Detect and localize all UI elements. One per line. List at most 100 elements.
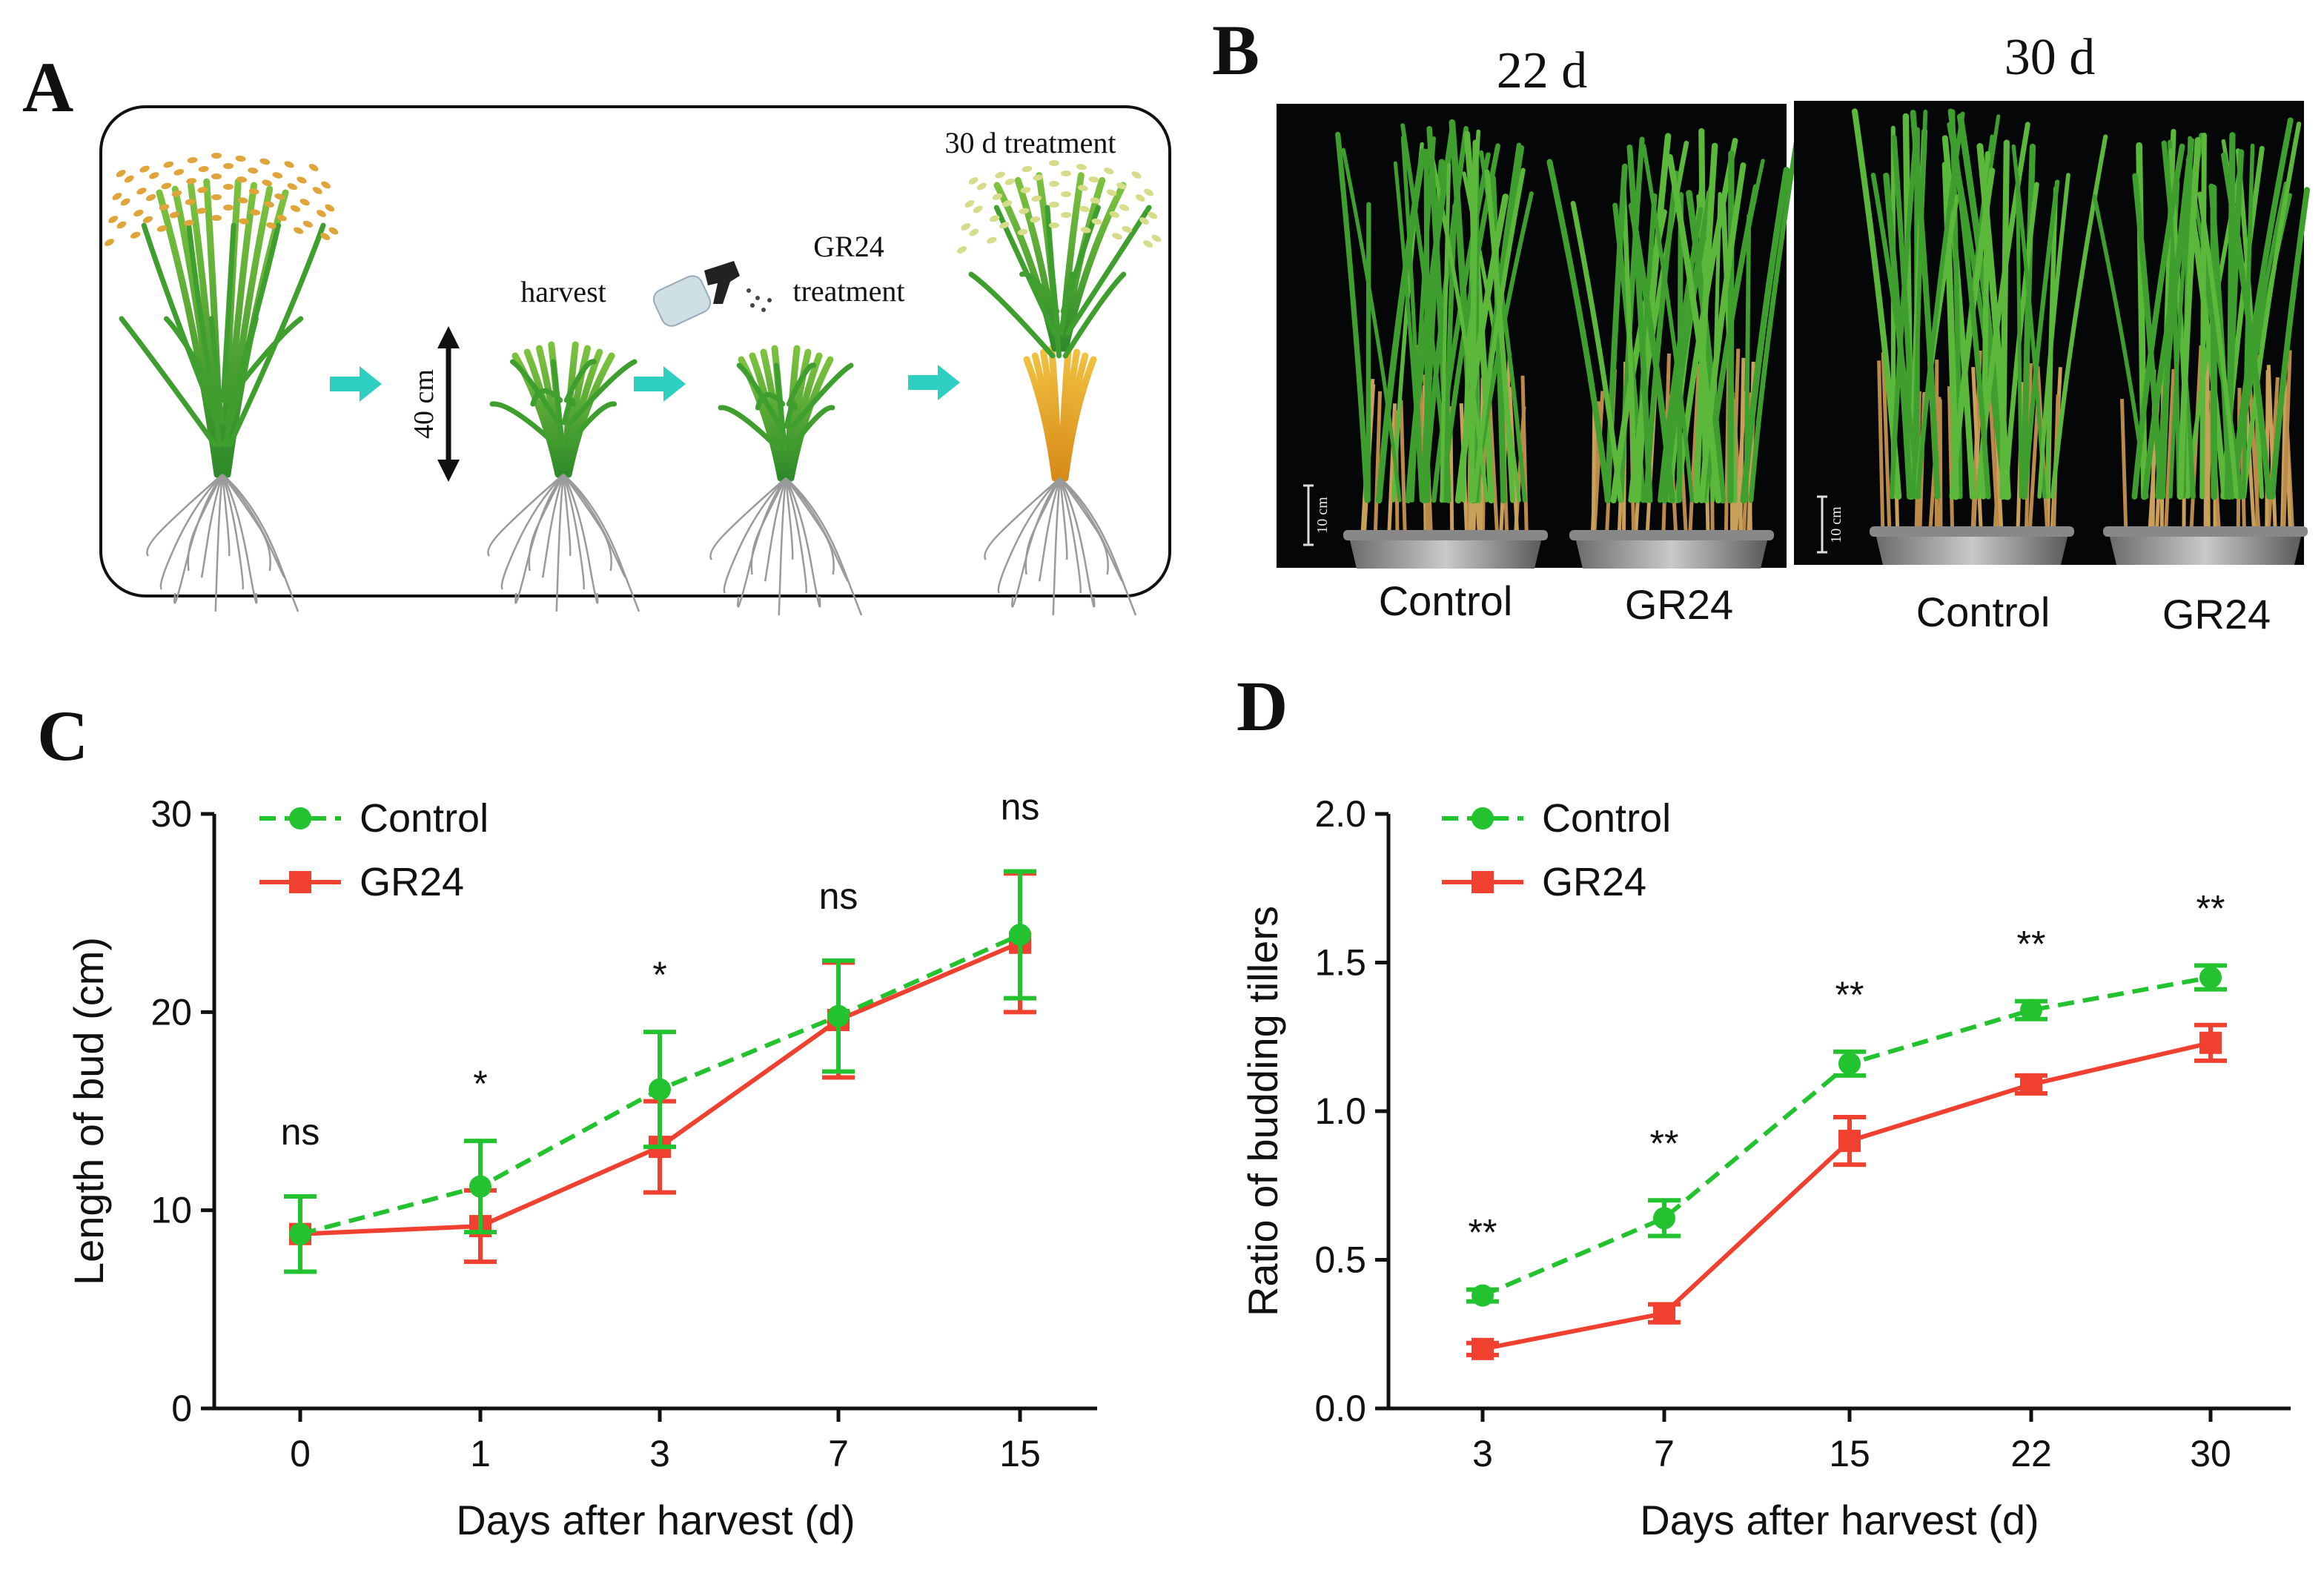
rice-leaf — [2197, 191, 2239, 500]
rice-leaf — [1375, 148, 1426, 504]
grain — [1079, 205, 1090, 213]
panel-c: C 0 10 20 30 0 1 3 7 15 Days after harvest (d) Len… — [37, 696, 1097, 1543]
grain — [223, 184, 234, 190]
chart-c-series-control-point — [469, 1175, 491, 1198]
leaf — [225, 316, 304, 403]
chart-d-series-gr24-point — [1838, 1130, 1861, 1153]
chart-d-series-gr24-point — [2199, 1031, 2222, 1054]
grain — [308, 164, 319, 171]
grain — [1091, 218, 1102, 225]
chart-c-legend-marker — [289, 871, 311, 893]
root — [563, 474, 640, 612]
grain — [124, 175, 134, 183]
leaf — [208, 316, 225, 425]
leaf — [227, 222, 326, 448]
straw-stem — [2163, 368, 2176, 542]
panel-c-letter: C — [37, 696, 88, 775]
root — [709, 477, 787, 560]
grain — [211, 194, 222, 200]
grain — [297, 176, 307, 184]
rice-leaf — [1341, 148, 1402, 503]
leaf — [568, 359, 638, 425]
grain — [1030, 216, 1041, 223]
grain — [277, 214, 287, 222]
rice-leaf — [1440, 162, 1451, 503]
straw-stem — [2266, 365, 2278, 542]
root — [201, 474, 224, 578]
grain — [211, 173, 222, 179]
rice-leaf — [1676, 191, 1684, 503]
root — [1059, 477, 1136, 616]
arrow-right-icon — [634, 366, 686, 402]
spray-bottle-icon — [652, 261, 772, 327]
rice-leaf — [2176, 136, 2201, 500]
chart-c: 0 10 20 30 0 1 3 7 15 Days after harvest (d) Lengt… — [65, 786, 1097, 1543]
leaf — [968, 271, 1056, 359]
root — [528, 474, 565, 572]
leaf — [1045, 205, 1062, 359]
rice-leaf — [1727, 150, 1735, 504]
leaf — [186, 222, 223, 448]
rice-leaf — [2155, 153, 2192, 500]
grain — [999, 222, 1010, 229]
grain — [1112, 233, 1122, 240]
chart-c-series-control-point — [827, 1004, 850, 1027]
group-label-control-30d: Control — [1916, 589, 2050, 635]
chart-c-legend-label: GR24 — [360, 860, 464, 904]
grain — [317, 210, 326, 217]
panel-a-frame — [99, 105, 1171, 597]
rice-leaf — [2221, 152, 2272, 500]
grain — [197, 187, 208, 193]
chart-c-significance-label: ns — [819, 875, 858, 917]
chart-c-series-control-point — [649, 1078, 671, 1101]
treated-rice-plant — [709, 341, 862, 616]
group-label-gr24-22d: GR24 — [1625, 581, 1733, 628]
grain — [250, 209, 261, 216]
rice-leaf — [1546, 159, 1611, 503]
chart-c-series-control-point — [1009, 924, 1031, 947]
root — [1059, 477, 1096, 608]
straw-stem — [1687, 363, 1701, 546]
chart-d-legend-label: Control — [1542, 796, 1671, 841]
rice-leaf — [2142, 133, 2205, 500]
straw-stem — [2119, 398, 2128, 542]
grain — [1049, 181, 1059, 187]
root — [562, 474, 585, 590]
grain — [223, 163, 234, 169]
chart-d-legend-marker — [1471, 807, 1494, 829]
leaf — [790, 362, 854, 429]
leaf — [220, 222, 236, 403]
pot — [1349, 537, 1542, 569]
grain — [1119, 204, 1130, 211]
root — [984, 477, 1061, 560]
rice-leaf — [2241, 143, 2255, 499]
grain — [264, 201, 274, 208]
root — [221, 474, 271, 572]
regrown-rice-plant — [957, 160, 1162, 616]
grain — [973, 205, 983, 213]
harvest-label: harvest — [520, 275, 606, 308]
straw-stem — [2244, 397, 2257, 542]
chart-c-significance-label: * — [652, 954, 666, 996]
treatment-label-line2: treatment — [792, 274, 904, 308]
grain — [1080, 227, 1091, 234]
rice-leaf — [2131, 143, 2185, 500]
root — [784, 477, 794, 560]
chart-d-x-tick-label: 7 — [1654, 1433, 1675, 1474]
leaf — [736, 362, 784, 429]
chart-c-x-tick-label: 1 — [470, 1433, 491, 1474]
root — [542, 474, 565, 578]
flow-arrows — [330, 365, 960, 402]
grain — [320, 233, 331, 240]
straw-stem — [2281, 350, 2292, 542]
chart-d-x-tick-label: 30 — [2190, 1433, 2231, 1474]
leaf — [786, 362, 817, 407]
harvested-rice-plant — [487, 337, 640, 612]
rice-leaf — [2022, 179, 2060, 500]
scale-bar-22d: 10 cm — [1303, 484, 1331, 546]
grain — [248, 168, 259, 174]
photo-title-30d: 30 d — [2004, 29, 2096, 86]
chart-d-series-gr24-point — [1471, 1337, 1494, 1360]
rice-leaf — [1468, 139, 1479, 503]
root — [784, 477, 821, 608]
